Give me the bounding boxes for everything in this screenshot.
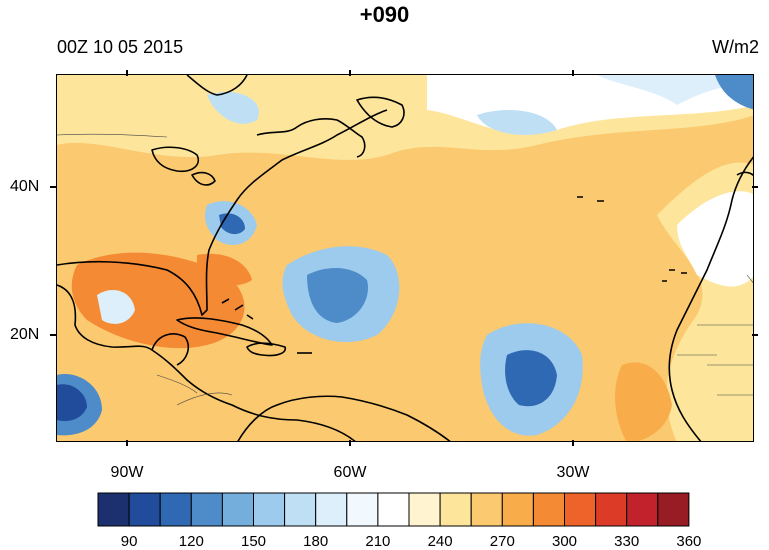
colorbar-swatch <box>657 492 690 527</box>
units-label: W/m2 <box>712 37 759 57</box>
tick-right-20n <box>752 334 758 336</box>
lat-label-40n: 40N <box>10 178 40 195</box>
map-panel <box>56 74 754 442</box>
tick-bottom-60w <box>349 440 351 446</box>
field-orange-patch <box>615 362 672 441</box>
tick-bottom-30w <box>572 440 574 446</box>
colorbar-label: 150 <box>240 533 267 550</box>
hispaniola-island <box>246 342 286 357</box>
lon-label-30w: 30W <box>556 464 590 481</box>
bahamas-islands <box>221 298 254 320</box>
us-canada-border <box>57 133 168 138</box>
tick-left-20n <box>50 334 56 336</box>
field-blue-core <box>505 350 557 407</box>
central-america-borders <box>156 374 233 406</box>
colorbar-label: 180 <box>303 533 329 550</box>
field-blue-patch <box>207 91 259 124</box>
colorbar-label: 210 <box>365 533 391 550</box>
colorbar-swatch <box>439 492 472 527</box>
colorbar-swatch <box>190 492 223 527</box>
political-boundaries <box>57 133 753 406</box>
colorbar-swatch <box>159 492 192 527</box>
yucatan-coast <box>151 333 189 366</box>
colorbar-swatch <box>377 492 410 527</box>
colorbar-swatch <box>564 492 597 527</box>
field-florida-orange <box>197 253 252 286</box>
field-northeast-light <box>597 75 753 105</box>
tick-right-40n <box>752 186 758 188</box>
us-coastline <box>57 109 388 316</box>
colorbar-label: 330 <box>614 533 640 550</box>
canary-islands <box>662 269 687 282</box>
tick-left-40n <box>50 186 56 188</box>
field-blue-patch <box>477 110 557 135</box>
colorbar-swatch <box>221 492 255 527</box>
field-blue-corner <box>715 75 753 110</box>
field-blue-core <box>307 268 368 323</box>
lon-label-90w: 90W <box>110 464 144 481</box>
tick-top-30w <box>572 70 574 76</box>
newfoundland-island <box>356 96 405 128</box>
colorbar-swatch <box>97 492 130 527</box>
colorbar-swatch <box>470 492 503 527</box>
tick-top-60w <box>349 70 351 76</box>
colorbar-label: 120 <box>178 533 204 550</box>
mexico-central-america-coast <box>57 284 356 441</box>
map-title: +090 <box>359 2 410 27</box>
tick-bottom-90w <box>126 440 128 446</box>
colorbar-swatch <box>315 492 348 527</box>
field-gulf-white <box>97 290 135 324</box>
tick-top-90w <box>126 70 128 76</box>
field-pacific-core <box>57 384 87 422</box>
colorbar-swatch <box>626 492 659 527</box>
colorbar-swatch <box>408 492 441 527</box>
south-america-coast <box>237 395 451 441</box>
colorbar-swatch <box>128 492 161 527</box>
iberia-coast <box>736 171 753 177</box>
forecast-date: 00Z 10 05 2015 <box>57 37 184 57</box>
lat-label-20n: 20N <box>10 326 40 343</box>
colorbar-label: 360 <box>676 533 702 550</box>
colorbar-label: 90 <box>120 533 138 550</box>
colorbar-label: 300 <box>551 533 578 550</box>
colorbar-swatch <box>253 492 286 527</box>
cuba-island <box>176 317 273 346</box>
colorbar-swatch <box>532 492 565 527</box>
colorbar-swatch <box>501 492 534 527</box>
lon-label-60w: 60W <box>333 464 367 481</box>
azores-islands <box>577 196 604 202</box>
colorbar-swatch <box>284 492 317 527</box>
coastlines <box>57 75 753 441</box>
field-white-patch <box>677 191 753 287</box>
colorbar-swatch <box>595 492 628 527</box>
flux-field-map <box>57 75 753 441</box>
africa-borders <box>677 274 753 396</box>
hudson-coast <box>186 75 248 96</box>
africa-coast <box>668 156 753 441</box>
great-lakes-erie <box>191 171 216 186</box>
canada-coast <box>256 118 366 158</box>
colorbar-swatch <box>346 492 379 527</box>
colorbar-label: 270 <box>489 533 515 550</box>
colorbar <box>97 492 690 527</box>
colorbar-label: 240 <box>427 533 453 550</box>
great-lakes <box>151 146 199 173</box>
